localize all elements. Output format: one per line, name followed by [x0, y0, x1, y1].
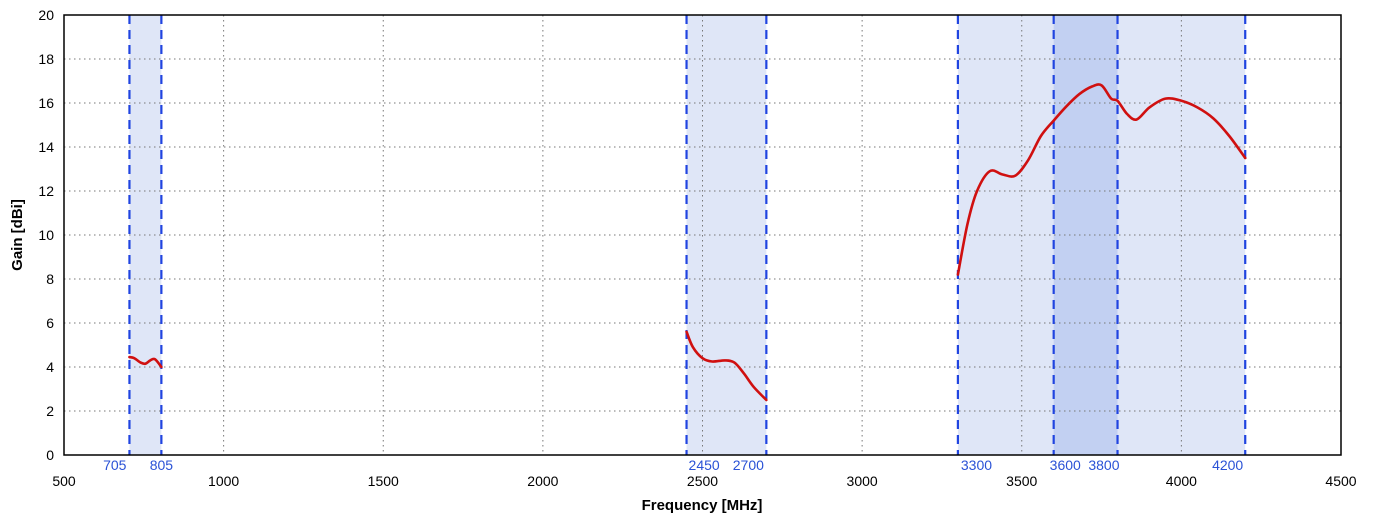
band-label: 805	[150, 457, 174, 473]
band-label: 3300	[961, 457, 992, 473]
x-tick-label: 1500	[368, 473, 399, 489]
y-tick-label: 18	[38, 51, 54, 67]
x-tick-labels: 500 1000 1500 2000 2500 3000 3500 4000 4500	[52, 473, 1356, 489]
x-tick-label: 2500	[687, 473, 718, 489]
x-tick-label: 3500	[1006, 473, 1037, 489]
y-tick-label: 8	[46, 271, 54, 287]
y-tick-label: 6	[46, 315, 54, 331]
gain-line-segment	[956, 83, 1247, 276]
band-labels: 705 805 2450 2700 3300 3600 3800 4200	[103, 457, 1243, 473]
y-tick-label: 4	[46, 359, 54, 375]
plot-frame	[63, 14, 1342, 456]
band-label: 705	[103, 457, 127, 473]
y-tick-label: 14	[38, 139, 54, 155]
x-tick-label: 1000	[208, 473, 239, 489]
gain-series	[128, 83, 1247, 402]
band-label: 3800	[1088, 457, 1119, 473]
x-tick-label: 4000	[1166, 473, 1197, 489]
x-tick-label: 500	[52, 473, 76, 489]
y-tick-labels: 0 2 4 6 8 10 12 14 16 18 20	[38, 7, 54, 463]
y-tick-label: 2	[46, 403, 54, 419]
band-label: 2450	[689, 457, 720, 473]
x-tick-label: 4500	[1325, 473, 1356, 489]
y-tick-label: 16	[38, 95, 54, 111]
band-overlap-shade	[1053, 15, 1118, 455]
x-tick-label: 2000	[527, 473, 558, 489]
band-label: 4200	[1212, 457, 1243, 473]
gain-line-segment	[128, 355, 163, 369]
grid	[64, 15, 1341, 455]
x-axis-title: Frequency [MHz]	[642, 497, 763, 514]
y-tick-label: 12	[38, 183, 54, 199]
y-tick-label: 20	[38, 7, 54, 23]
x-tick-label: 3000	[847, 473, 878, 489]
y-tick-label: 0	[46, 447, 54, 463]
band-edges	[128, 15, 1247, 455]
y-axis-title: Gain [dBi]	[9, 199, 26, 271]
gain-line-segment	[685, 330, 768, 402]
y-tick-label: 10	[38, 227, 54, 243]
band-label: 3600	[1050, 457, 1081, 473]
band-label: 2700	[733, 457, 764, 473]
